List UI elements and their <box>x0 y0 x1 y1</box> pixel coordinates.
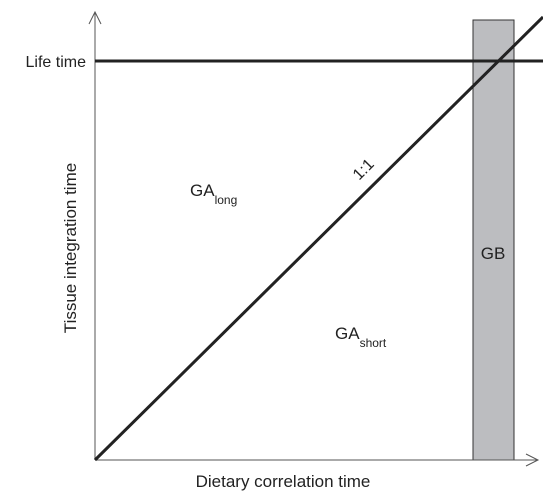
x-arrow <box>525 453 540 467</box>
y-axis-label: Tissue integration time <box>61 163 80 333</box>
one-to-one-line <box>93 15 543 462</box>
gb-label: GB <box>481 244 506 263</box>
region-sub: short <box>360 336 387 350</box>
x-axis-label: Dietary correlation time <box>196 472 371 491</box>
life-time-label: Life time <box>26 54 87 71</box>
region-sub: long <box>215 193 238 207</box>
ga-long-label: GAlong <box>190 181 237 207</box>
region-main: GA <box>190 181 215 200</box>
gb-band <box>472 19 515 461</box>
diagonal-label: 1:1 <box>350 156 378 184</box>
y-arrow <box>88 10 102 25</box>
region-main: GA <box>335 324 360 343</box>
ga-short-label: GAshort <box>335 324 387 350</box>
